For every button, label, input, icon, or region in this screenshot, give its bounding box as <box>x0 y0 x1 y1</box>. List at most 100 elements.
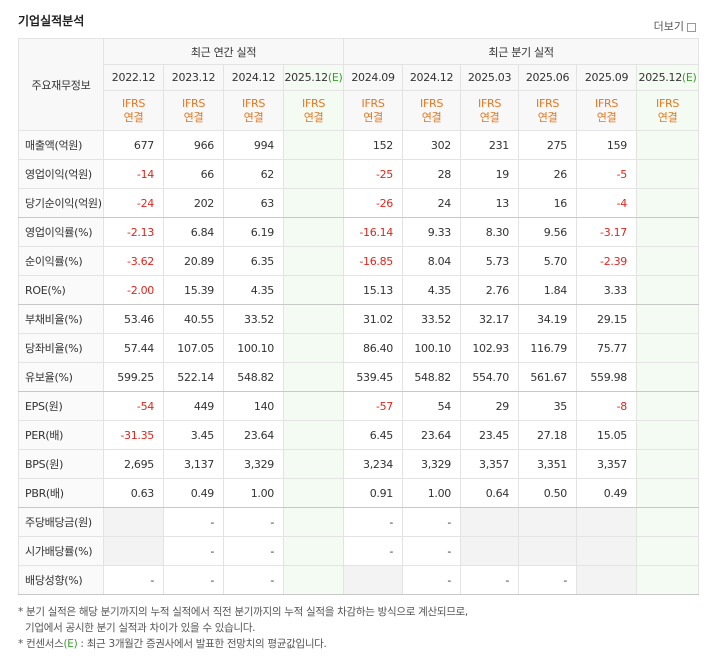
value-cell: 1.84 <box>518 275 578 305</box>
value-cell: -57 <box>343 391 404 421</box>
value-cell: 0.49 <box>576 478 638 508</box>
row-label: 주당배당금(원) <box>18 507 104 537</box>
row-label: 부채비율(%) <box>18 304 104 334</box>
value-cell: 29 <box>460 391 520 421</box>
value-cell: 522.14 <box>163 362 224 392</box>
value-cell: 9.33 <box>402 217 462 247</box>
data-row: EPS(원) -54 449 140 -57 54 29 35 -8 <box>18 391 700 421</box>
value-cell: 27.18 <box>518 420 578 450</box>
row-label: 유보율(%) <box>18 362 104 392</box>
period-header: 2025.09 <box>576 64 638 91</box>
scope: 연결 <box>479 110 500 124</box>
value-cell: 3,137 <box>163 449 224 479</box>
value-cell: 3,351 <box>518 449 578 479</box>
row-label: 영업이익(억원) <box>18 159 104 189</box>
value-cell: 0.49 <box>163 478 224 508</box>
data-row: 유보율(%) 599.25 522.14 548.82 539.45 548.82 554.… <box>18 362 700 392</box>
scope: 연결 <box>363 110 383 124</box>
value-cell <box>103 536 164 566</box>
value-cell <box>460 507 520 537</box>
value-cell: -5 <box>576 159 638 189</box>
value-cell: 32.17 <box>460 304 520 334</box>
period-header: 2024.12 <box>402 64 462 91</box>
value-cell: 33.52 <box>223 304 284 334</box>
value-cell: 5.70 <box>518 246 578 276</box>
basis-header: IFRS 연결 <box>103 90 164 131</box>
value-cell: -3.62 <box>103 246 164 276</box>
value-cell: -4 <box>576 188 638 218</box>
data-row: 부채비율(%) 53.46 40.55 33.52 31.02 33.52 32.17 34.… <box>18 304 700 334</box>
value-cell <box>518 507 578 537</box>
value-cell: - <box>163 536 224 566</box>
value-cell: 63 <box>223 188 284 218</box>
row-label: 당좌비율(%) <box>18 333 104 363</box>
value-cell: 0.63 <box>103 478 164 508</box>
value-cell <box>282 565 345 595</box>
value-cell <box>636 159 700 189</box>
value-cell: 54 <box>402 391 462 421</box>
basis-header: IFRS 연결 <box>282 90 345 131</box>
value-cell: -26 <box>343 188 404 218</box>
more-link[interactable]: 더보기 <box>654 18 696 34</box>
value-cell: -31.35 <box>103 420 164 450</box>
note-part: * 컨센서스 <box>18 638 64 650</box>
value-cell <box>282 507 345 537</box>
value-cell: 8.30 <box>460 217 520 247</box>
value-cell: 3,357 <box>460 449 520 479</box>
corner-cell: 주요재무정보 <box>18 38 104 131</box>
basis-header: IFRS 연결 <box>518 90 578 131</box>
standard: IFRS <box>478 96 502 110</box>
value-cell <box>282 304 345 334</box>
basis-header: IFRS 연결 <box>460 90 520 131</box>
value-cell: 5.73 <box>460 246 520 276</box>
value-cell: 449 <box>163 391 224 421</box>
value-cell <box>282 246 345 276</box>
more-text[interactable]: 더보기 <box>653 20 684 33</box>
value-cell <box>282 130 345 160</box>
data-row: 배당성향(%) - - - - - - <box>18 565 700 595</box>
value-cell <box>282 159 345 189</box>
period: 2024.09 <box>351 71 395 84</box>
value-cell: -2.00 <box>103 275 164 305</box>
value-cell <box>636 246 700 276</box>
data-row: 당기순이익(억원) -24 202 63 -26 24 13 16 -4 <box>18 188 700 218</box>
value-cell <box>636 536 700 566</box>
group-header: 최근 분기 실적 <box>343 38 700 65</box>
standard: IFRS <box>536 96 560 110</box>
period: 2024.12 <box>409 71 454 84</box>
value-cell: - <box>163 507 224 537</box>
note-part: : 최근 3개월간 증권사에서 발표한 전망치의 평균값입니다. <box>77 638 327 650</box>
value-cell: -14 <box>103 159 164 189</box>
value-cell: -16.14 <box>343 217 404 247</box>
period: 2025.09 <box>584 71 629 84</box>
value-cell: 100.10 <box>402 333 462 363</box>
standard: IFRS <box>420 96 444 110</box>
period-header: 2023.12 <box>163 64 224 91</box>
period-header: 2025.12(E) <box>636 64 700 91</box>
value-cell: 20.89 <box>163 246 224 276</box>
value-cell: 40.55 <box>163 304 224 334</box>
row-label: 시가배당률(%) <box>18 536 104 566</box>
value-cell <box>282 275 345 305</box>
header-row: 2022.12 2023.12 2024.12 2025.12(E) 2024.09 20… <box>19 64 700 91</box>
more-icon[interactable] <box>687 22 696 32</box>
basis-header: IFRS 연결 <box>223 90 284 131</box>
scope: 연결 <box>657 110 678 124</box>
value-cell <box>103 507 164 537</box>
value-cell: 8.04 <box>402 246 462 276</box>
basis-header: IFRS 연결 <box>343 90 404 131</box>
value-cell <box>636 565 700 595</box>
value-cell <box>636 333 700 363</box>
value-cell: 34.19 <box>518 304 578 334</box>
basis-header: IFRS 연결 <box>402 90 462 131</box>
value-cell <box>282 536 345 566</box>
value-cell: 16 <box>518 188 578 218</box>
value-cell: - <box>223 536 284 566</box>
value-cell: 6.84 <box>163 217 224 247</box>
standard: IFRS <box>122 96 145 110</box>
scope: 연결 <box>537 110 558 124</box>
value-cell: 116.79 <box>518 333 578 363</box>
value-cell <box>636 391 700 421</box>
note-line: * 분기 실적은 해당 분기까지의 누적 실적에서 직전 분기까지의 누적 실적… <box>18 606 468 618</box>
value-cell <box>282 391 345 421</box>
